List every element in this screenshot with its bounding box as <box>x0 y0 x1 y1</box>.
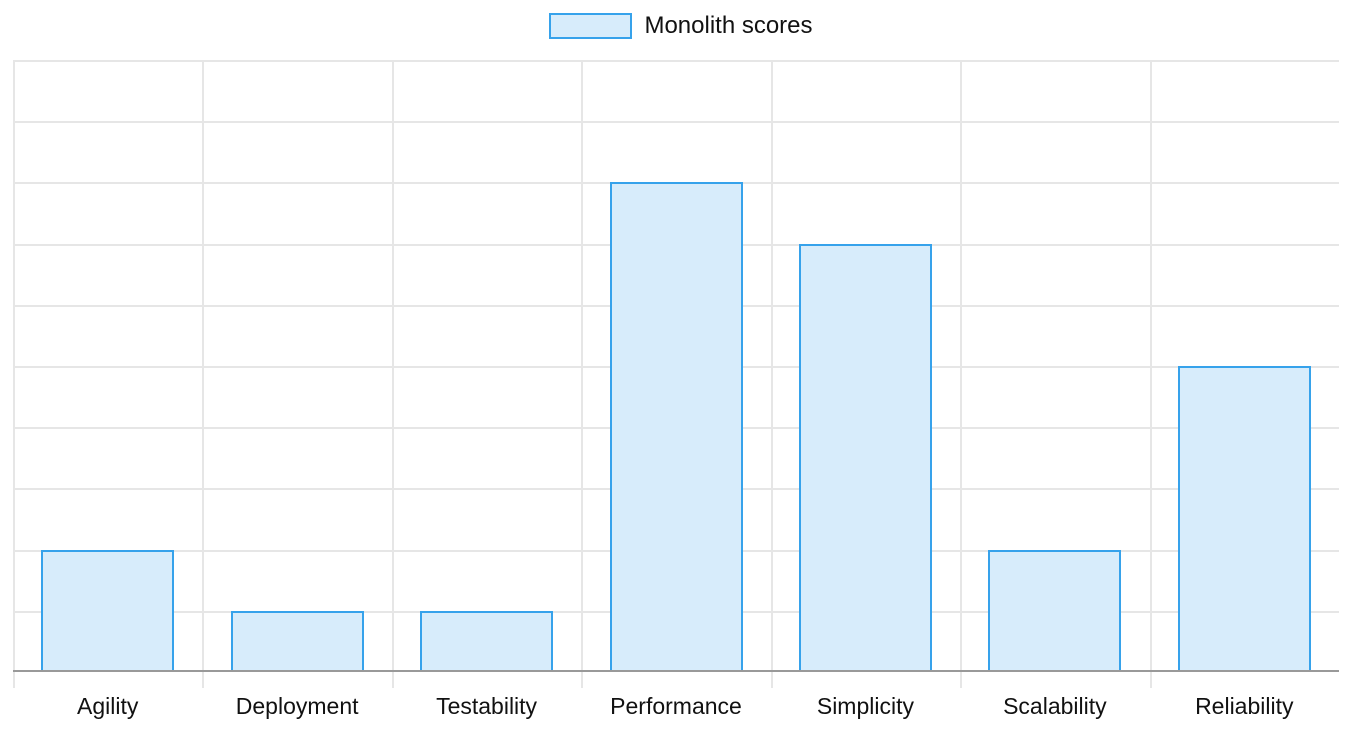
bar-simplicity[interactable] <box>798 243 932 672</box>
x-axis-label-testability: Testability <box>436 693 538 719</box>
bar-performance[interactable] <box>609 182 743 672</box>
vertical-gridline <box>960 60 963 688</box>
bar-agility[interactable] <box>41 549 175 672</box>
chart-legend[interactable]: Monolith scores <box>0 12 1362 40</box>
vertical-gridline <box>770 60 773 688</box>
legend-label: Monolith scores <box>644 12 813 39</box>
vertical-gridline <box>202 60 205 688</box>
x-axis-line <box>13 670 1339 672</box>
vertical-gridline <box>1149 60 1152 688</box>
bar-scalability[interactable] <box>988 549 1122 672</box>
vertical-gridline <box>581 60 584 688</box>
x-axis-label-deployment: Deployment <box>235 693 359 719</box>
vertical-gridline <box>391 60 394 688</box>
horizontal-gridline <box>13 121 1339 124</box>
x-axis-label-agility: Agility <box>77 693 139 719</box>
x-axis-label-scalability: Scalability <box>1003 693 1107 719</box>
bar-deployment[interactable] <box>230 610 364 672</box>
x-axis-label-reliability: Reliability <box>1195 693 1294 719</box>
x-axis-label-simplicity: Simplicity <box>816 693 914 719</box>
legend-swatch-icon <box>549 13 633 39</box>
horizontal-gridline <box>13 60 1339 62</box>
plot-area <box>13 60 1339 688</box>
bar-testability[interactable] <box>420 610 554 672</box>
x-axis-label-performance: Performance <box>610 693 742 719</box>
bar-reliability[interactable] <box>1177 366 1311 672</box>
vertical-gridline <box>13 60 15 688</box>
